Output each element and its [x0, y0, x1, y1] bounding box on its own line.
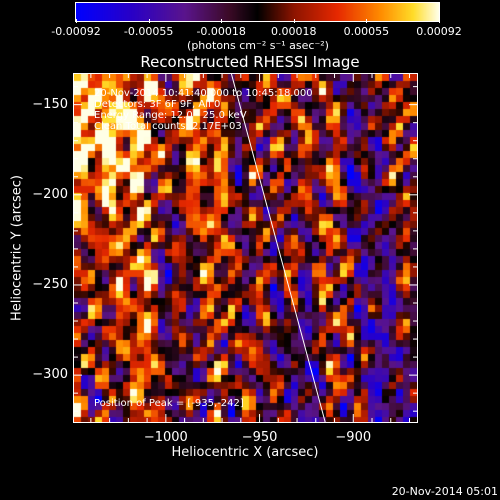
colorbar-units: (photons cm⁻² s⁻¹ asec⁻²)	[187, 39, 329, 52]
colorbar-tick	[293, 19, 295, 23]
solar-limb-line	[230, 74, 326, 422]
peak-position-label: Position of Peak = [-935,-242]	[94, 398, 244, 409]
y-tick-label: −150	[32, 96, 68, 112]
colorbar-tick	[221, 19, 223, 23]
colorbar-tick-label: -0.00055	[123, 25, 174, 38]
colorbar-tick-label: 0.00092	[416, 25, 462, 38]
info-energy-range: Energy Range: 12.0 - 25.0 keV	[94, 110, 247, 121]
colorbar-tick	[439, 19, 440, 23]
heatmap-image	[74, 74, 417, 422]
colorbar-tick	[76, 19, 77, 23]
x-axis-label: Heliocentric X (arcsec)	[171, 445, 319, 460]
y-tick-label: −300	[32, 367, 68, 383]
y-tick-label: −250	[32, 276, 68, 292]
colorbar-tick-label: 0.00018	[271, 25, 317, 38]
x-tick-label: −900	[335, 430, 372, 445]
colorbar-tick-label: -0.00018	[196, 25, 246, 38]
colorbar-tick-label: 0.00055	[343, 25, 390, 38]
colorbar-tick-label: -0.00092	[51, 25, 101, 38]
colorbar-gradient	[76, 3, 439, 21]
colorbar	[75, 2, 440, 22]
info-total-counts: Clean Total counts: 2.17E+03	[94, 121, 242, 132]
x-tick-label: −1000	[143, 430, 188, 445]
info-detectors: Detectors: 3F 6F 9F, All 0	[94, 99, 221, 110]
plot-title: Reconstructed RHESSI Image	[140, 53, 360, 71]
colorbar-tick	[366, 19, 368, 23]
footer-date: 20-Nov-2014 05:01	[391, 485, 498, 498]
info-time-range: 20-Nov-2014 10:41:40.000 to 10:45:18.000	[94, 88, 313, 99]
plot-overlay	[230, 74, 326, 422]
y-tick-label: −200	[32, 186, 68, 202]
x-tick-label: −950	[241, 430, 278, 445]
heatmap-plot: 20-Nov-2014 10:41:40.000 to 10:45:18.000…	[73, 73, 418, 423]
colorbar-tick	[148, 19, 150, 23]
y-axis-label: Heliocentric Y (arcsec)	[9, 175, 25, 321]
